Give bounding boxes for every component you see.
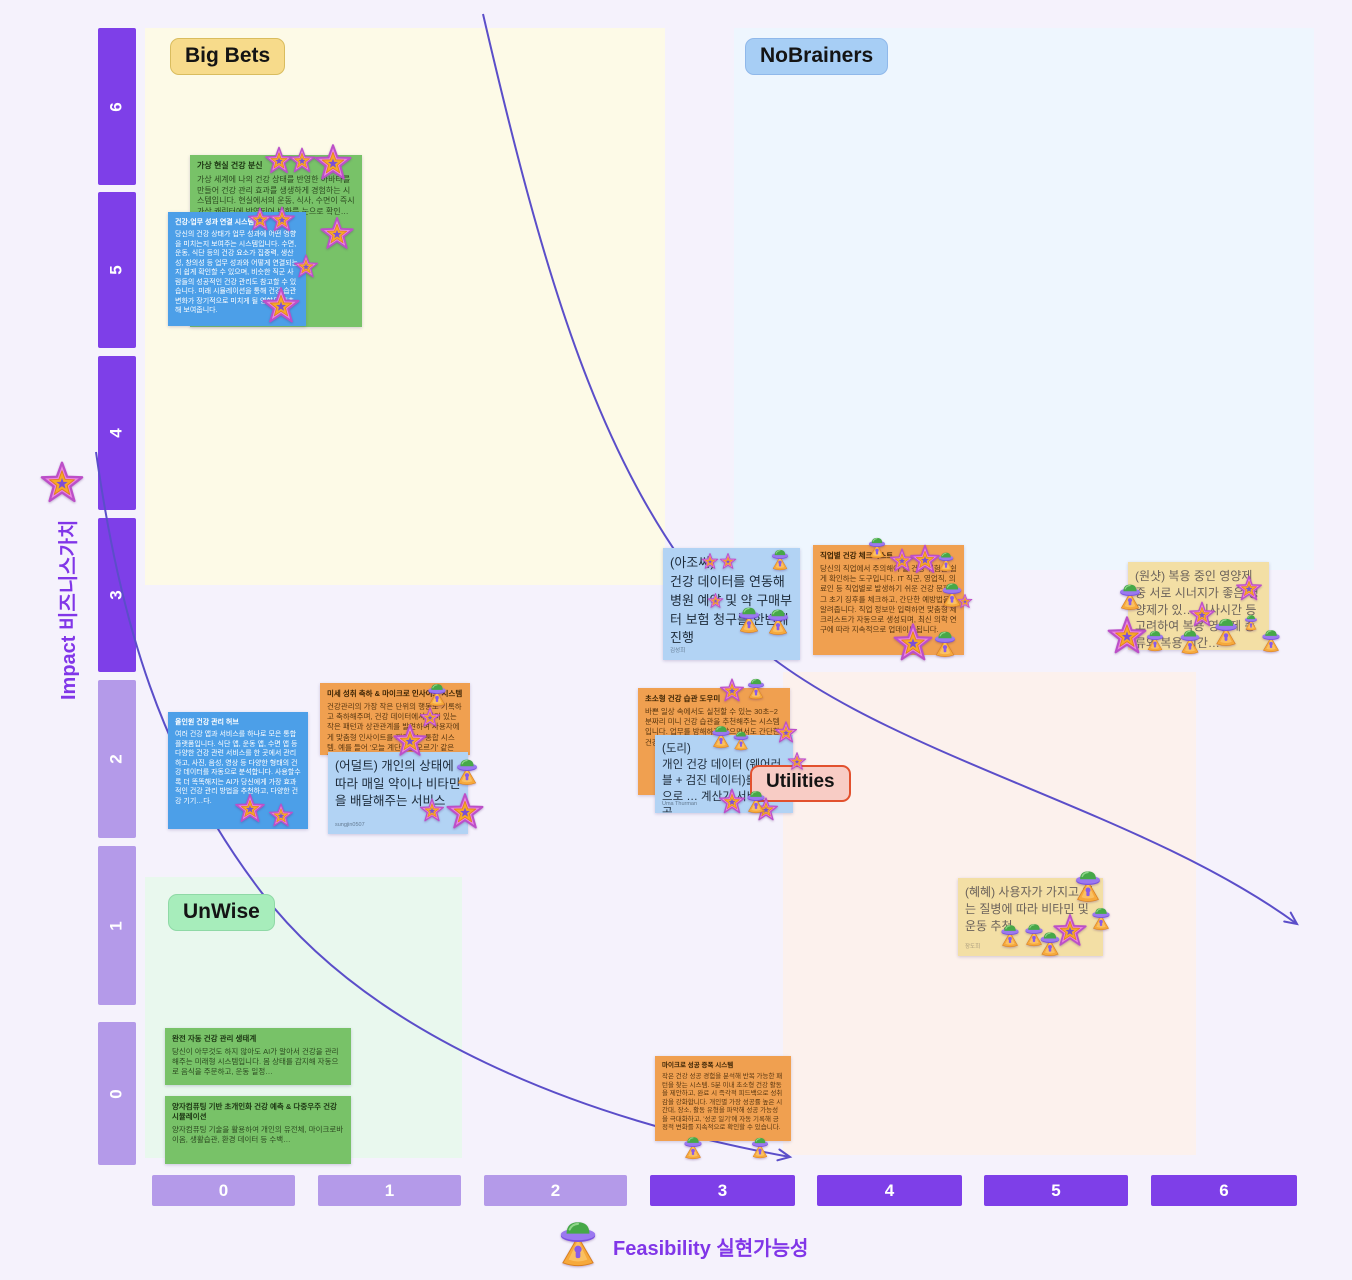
note-author: Uma Thurman <box>662 801 698 808</box>
label-utilities[interactable]: Utilities <box>750 765 851 802</box>
feasibility-ufo-stamp-icon[interactable] <box>552 1216 604 1268</box>
feasibility-ufo-stamp-icon[interactable] <box>865 535 889 559</box>
impact-star-stamp-icon[interactable] <box>319 215 355 251</box>
note-title: 가상 현실 건강 분신 <box>197 161 263 170</box>
y-axis-tick-2: 2 <box>98 680 136 838</box>
feasibility-ufo-stamp-icon[interactable] <box>680 1134 706 1160</box>
y-axis-tick-6: 6 <box>98 28 136 185</box>
x-axis-tick-1: 1 <box>318 1175 461 1206</box>
note-author: 김성희 <box>670 648 686 655</box>
feasibility-ufo-stamp-icon[interactable] <box>935 550 957 572</box>
feasibility-ufo-stamp-icon[interactable] <box>1036 929 1064 957</box>
impact-star-stamp-icon[interactable] <box>293 253 319 279</box>
sticky-note-all-in-one-health-hub[interactable]: 올인원 건강 관리 허브 여러 건강 앱과 서비스를 하나로 모은 통합 플랫폼… <box>168 712 308 829</box>
impact-star-stamp-icon[interactable] <box>268 205 296 233</box>
sticky-note-oneshot-supplements[interactable]: (원샷) 복용 중인 영양제 중 서로 시너지가 좋은 영양제가 있… 식사시간… <box>1128 562 1269 650</box>
note-body: 작은 건강 성공 경험을 분석해 반복 가능한 패턴을 찾는 시스템. 5분 이… <box>662 1073 783 1132</box>
feasibility-ufo-stamp-icon[interactable] <box>1088 905 1114 931</box>
note-title: 올인원 건강 관리 허브 <box>175 719 239 726</box>
feasibility-ufo-stamp-icon[interactable] <box>930 628 960 658</box>
y-axis-tick-3: 3 <box>98 518 136 672</box>
impact-star-stamp-icon[interactable] <box>701 552 719 570</box>
sticky-note-full-auto-health-ecosystem[interactable]: 완전 자동 건강 관리 생태계 당신이 아무것도 하지 않아도 AI가 알아서 … <box>165 1028 351 1085</box>
label-nobrainers[interactable]: NoBrainers <box>745 38 889 76</box>
feasibility-ufo-stamp-icon[interactable] <box>1210 615 1242 647</box>
feasibility-ufo-stamp-icon[interactable] <box>1258 627 1284 653</box>
note-title: 마이크로 성공 증폭 시스템 <box>662 1062 734 1069</box>
y-axis-tick-5: 5 <box>98 192 136 348</box>
impact-star-stamp-icon[interactable] <box>718 787 746 815</box>
impact-star-stamp-icon[interactable] <box>234 792 266 824</box>
feasibility-ufo-stamp-icon[interactable] <box>1070 867 1106 903</box>
impact-star-stamp-icon[interactable] <box>392 722 428 758</box>
impact-star-stamp-icon[interactable] <box>719 677 745 703</box>
note-body: (혜혜) 사용자가 가지고 있는 질병에 따라 비타민 및 운동 추천 <box>965 885 1094 933</box>
impact-star-stamp-icon[interactable] <box>288 146 316 174</box>
label-unwise[interactable]: UnWise <box>168 894 275 932</box>
feasibility-ufo-stamp-icon[interactable] <box>768 547 792 571</box>
feasibility-ufo-stamp-icon[interactable] <box>744 676 768 700</box>
feasibility-ufo-stamp-icon[interactable] <box>730 729 752 751</box>
impact-star-stamp-icon[interactable] <box>261 285 301 325</box>
impact-star-stamp-icon[interactable] <box>313 142 353 182</box>
note-author: sungjin0507 <box>335 822 365 829</box>
note-title: 건강-업무 성과 연결 시스템 <box>175 219 255 226</box>
note-body: 양자컴퓨팅 기술을 활용하여 개인의 유전체, 마이크로바이옴, 생활습관, 환… <box>172 1125 344 1145</box>
x-axis-label: Feasibility 실현가능성 <box>613 1238 809 1260</box>
y-axis-label: Impact 비즈니스가치 <box>58 519 80 700</box>
note-title: 완전 자동 건강 관리 생태계 <box>172 1034 257 1043</box>
feasibility-ufo-stamp-icon[interactable] <box>1176 627 1204 655</box>
feasibility-ufo-stamp-icon[interactable] <box>1143 628 1167 652</box>
impact-star-stamp-icon[interactable] <box>1106 614 1148 656</box>
feasibility-ufo-stamp-icon[interactable] <box>734 604 764 634</box>
impact-star-stamp-icon[interactable] <box>1235 574 1263 602</box>
note-title: 양자컴퓨팅 기반 초개인화 건강 예측 & 다중우주 건강 시뮬레이션 <box>172 1102 337 1122</box>
y-axis-tick-4: 4 <box>98 356 136 510</box>
y-axis-tick-1: 1 <box>98 846 136 1005</box>
feasibility-ufo-stamp-icon[interactable] <box>763 606 793 636</box>
impact-star-stamp-icon[interactable] <box>774 720 798 744</box>
note-body: 당신이 아무것도 하지 않아도 AI가 알아서 건강을 관리해주는 미래형 시스… <box>172 1047 339 1077</box>
impact-star-stamp-icon[interactable] <box>787 751 807 771</box>
feasibility-ufo-stamp-icon[interactable] <box>938 580 966 608</box>
note-title: 미세 성취 축하 & 마이크로 인사이트 시스템 <box>327 689 463 698</box>
impact-star-stamp-icon[interactable] <box>268 802 294 828</box>
feasibility-ufo-stamp-icon[interactable] <box>1115 581 1145 611</box>
sticky-note-hyehye-disease-recommendation[interactable]: (혜혜) 사용자가 가지고 있는 질병에 따라 비타민 및 운동 추천 장도희 <box>958 878 1103 956</box>
note-body: 건강관리의 가장 작은 단위의 행동도 기록하고 축하해주며, 건강 데이터에서… <box>327 702 462 755</box>
feasibility-ufo-stamp-icon[interactable] <box>997 922 1023 948</box>
x-axis-tick-0: 0 <box>152 1175 295 1206</box>
note-title: 직업별 건강 체크리스트 <box>820 551 894 560</box>
sticky-note-micro-achievement-insight[interactable]: 미세 성취 축하 & 마이크로 인사이트 시스템 건강관리의 가장 작은 단위의… <box>320 683 470 755</box>
x-axis-tick-2: 2 <box>484 1175 627 1206</box>
quadrant-nobrainers <box>734 28 1314 570</box>
note-body: 가상 세계에 나의 건강 상태를 반영한 아바타를 만들어 건강 관리 효과를 … <box>197 174 355 227</box>
x-axis-tick-4: 4 <box>817 1175 962 1206</box>
note-body: 여러 건강 앱과 서비스를 하나로 모은 통합 플랫폼입니다. 식단 앱, 운동… <box>175 731 301 805</box>
feasibility-ufo-stamp-icon[interactable] <box>452 756 482 786</box>
impact-star-stamp-icon[interactable] <box>719 552 737 570</box>
feasibility-ufo-stamp-icon[interactable] <box>748 1135 772 1159</box>
note-title: 초소형 건강 습관 도우미 <box>645 694 721 703</box>
impact-star-stamp-icon[interactable] <box>39 459 85 505</box>
impact-star-stamp-icon[interactable] <box>707 592 724 609</box>
label-big-bets[interactable]: Big Bets <box>170 38 286 76</box>
feasibility-ufo-stamp-icon[interactable] <box>424 681 450 707</box>
x-axis-tick-6: 6 <box>1151 1175 1297 1206</box>
sticky-note-adult-vitamin-delivery[interactable]: (어덜트) 개인의 상태에 따라 매일 약이나 비타민을 배달해주는 서비스 s… <box>328 752 468 834</box>
note-author: 장도희 <box>965 944 981 951</box>
impact-star-stamp-icon[interactable] <box>445 791 485 831</box>
sticky-note-quantum-health-simulation[interactable]: 양자컴퓨팅 기반 초개인화 건강 예측 & 다중우주 건강 시뮬레이션 양자컴퓨… <box>165 1096 351 1164</box>
sticky-note-micro-success-amplifier[interactable]: 마이크로 성공 증폭 시스템 작은 건강 성공 경험을 분석해 반복 가능한 패… <box>655 1056 791 1141</box>
x-axis-tick-3: 3 <box>650 1175 795 1206</box>
impact-star-stamp-icon[interactable] <box>419 797 445 823</box>
note-body: (어덜트) 개인의 상태에 따라 매일 약이나 비타민을 배달해주는 서비스 <box>335 759 461 808</box>
x-axis-tick-5: 5 <box>984 1175 1128 1206</box>
note-body: 당신의 건강 상태가 업무 성과에 어떤 영향을 미치는지 보여주는 시스템입니… <box>175 231 299 314</box>
feasibility-ufo-stamp-icon[interactable] <box>743 788 769 814</box>
y-axis-tick-0: 0 <box>98 1022 136 1165</box>
impact-star-stamp-icon[interactable] <box>892 621 934 663</box>
